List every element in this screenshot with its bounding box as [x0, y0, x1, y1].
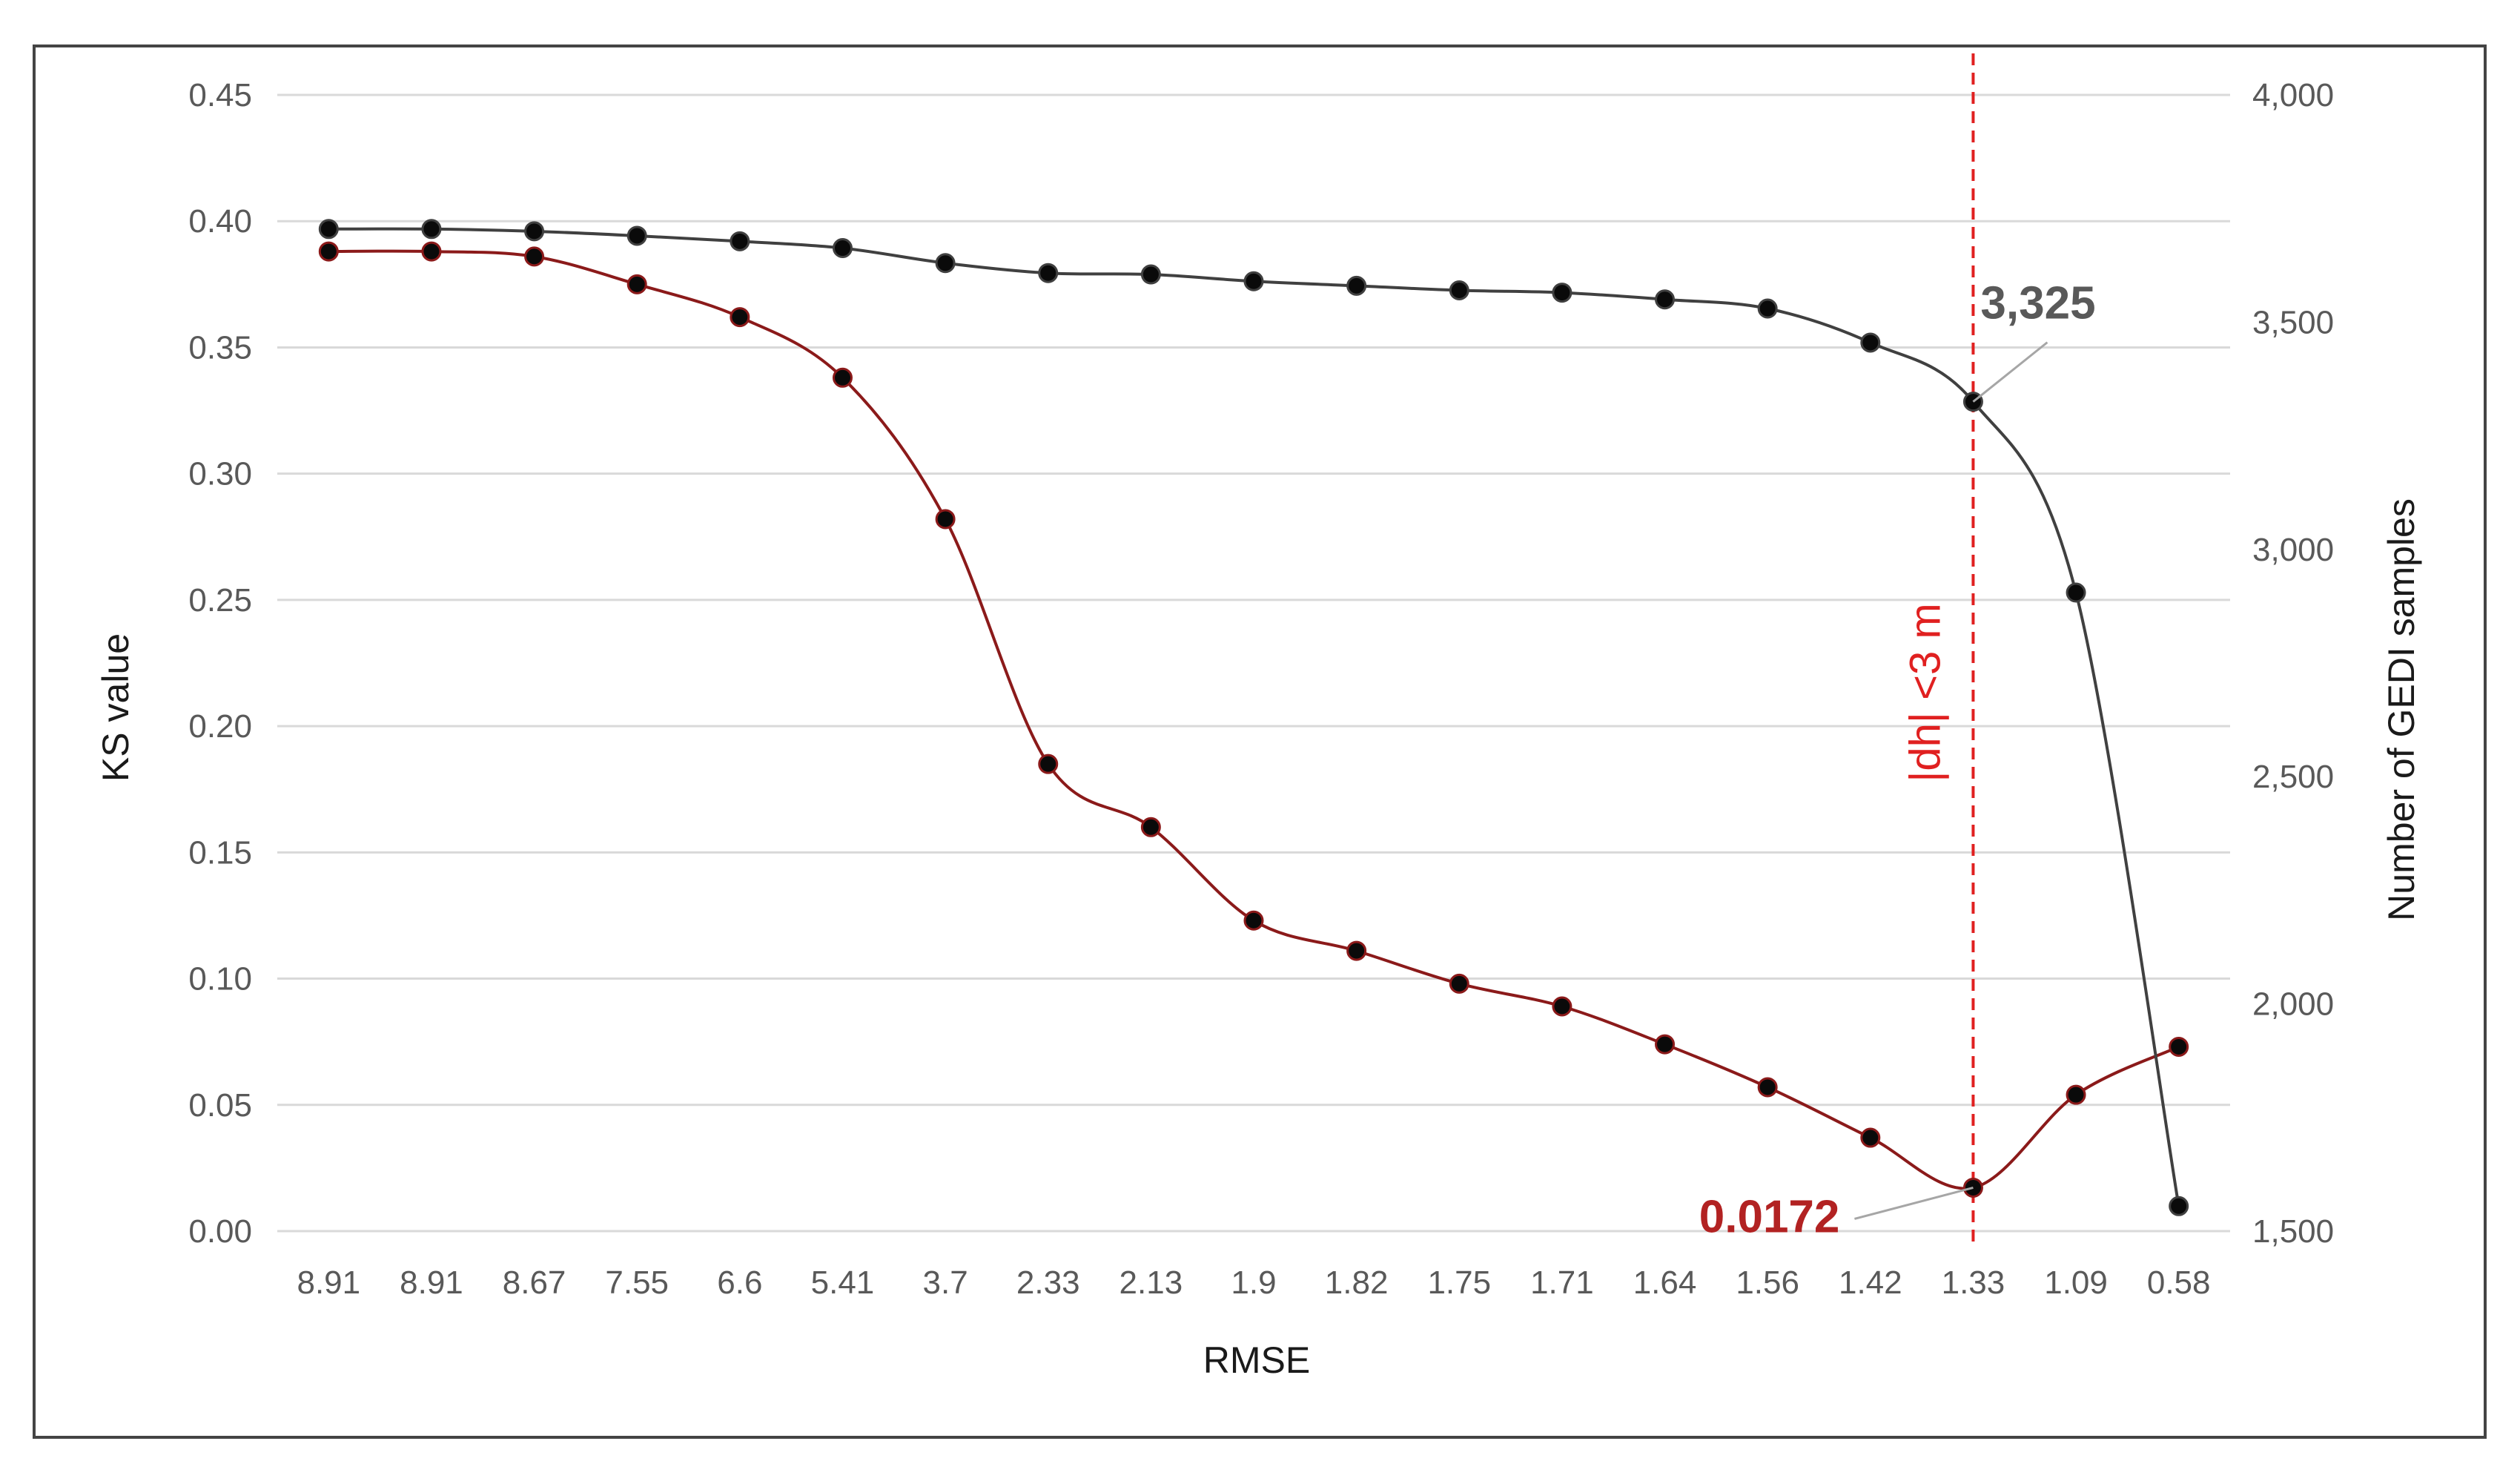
data-point-right — [1860, 332, 1881, 353]
data-point-left — [318, 241, 339, 262]
data-point-left — [1449, 973, 1469, 994]
data-point-right — [318, 219, 339, 240]
left-tick-label: 0.20 — [188, 708, 252, 745]
data-point-left — [832, 367, 853, 388]
reference-line-label: |dh| <3 m — [1901, 603, 1949, 782]
x-tick-label: 5.41 — [811, 1264, 875, 1301]
right-tick-label: 3,000 — [2252, 532, 2334, 568]
x-tick-label: 1.09 — [2044, 1264, 2108, 1301]
x-tick-label: 8.67 — [503, 1264, 566, 1301]
data-point-left — [524, 246, 545, 267]
x-axis-title: RMSE — [1203, 1339, 1310, 1381]
data-point-left — [1552, 996, 1572, 1017]
data-point-left — [1655, 1034, 1676, 1055]
data-point-left — [1038, 754, 1059, 774]
left-tick-label: 0.40 — [188, 203, 252, 240]
x-tick-label: 6.6 — [717, 1264, 762, 1301]
right-tick-label: 4,000 — [2252, 77, 2334, 113]
left-axis-title: KS value — [95, 633, 136, 782]
left-tick-label: 0.10 — [188, 961, 252, 998]
data-point-right — [730, 231, 750, 251]
data-point-right — [626, 225, 647, 246]
right-axis-title: Number of GEDI samples — [2381, 498, 2422, 921]
right-tick-label: 3,500 — [2252, 304, 2334, 340]
data-point-right — [2169, 1196, 2189, 1216]
reference-line-group: |dh| <3 m — [1901, 53, 1975, 1246]
x-tick-label: 7.55 — [605, 1264, 669, 1301]
annotation-label: 0.0172 — [1699, 1191, 1840, 1242]
left-tick-label: 0.00 — [188, 1213, 252, 1250]
left-tick-label: 0.30 — [188, 456, 252, 492]
x-tick-label: 1.9 — [1231, 1264, 1276, 1301]
data-point-left — [2169, 1036, 2189, 1057]
left-axis-ticks: 0.00 0.05 0.10 0.15 0.20 0.25 0.30 0.35 0.40 0.45 — [188, 77, 252, 1250]
x-tick-label: 2.33 — [1016, 1264, 1080, 1301]
right-tick-label: 2,000 — [2252, 986, 2334, 1023]
x-tick-label: 0.58 — [2147, 1264, 2211, 1301]
left-tick-label: 0.15 — [188, 834, 252, 871]
series-group — [318, 219, 2189, 1216]
x-tick-label: 1.82 — [1325, 1264, 1389, 1301]
chart-frame: 0.00 0.05 0.10 0.15 0.20 0.25 0.30 0.35 0.40 0.45… — [33, 44, 2487, 1439]
data-point-right — [1552, 283, 1572, 303]
data-point-right — [421, 219, 442, 240]
data-point-left — [626, 274, 647, 294]
data-point-left — [730, 307, 750, 328]
x-tick-label: 3.7 — [923, 1264, 968, 1301]
x-tick-label: 1.75 — [1427, 1264, 1491, 1301]
data-point-left — [1346, 940, 1367, 961]
annotation-leader — [1854, 1186, 1974, 1220]
data-point-right — [1140, 264, 1161, 285]
x-tick-label: 1.56 — [1736, 1264, 1799, 1301]
data-point-right — [2066, 582, 2086, 603]
data-point-right — [1655, 289, 1676, 310]
data-point-left — [1860, 1127, 1881, 1148]
gridlines — [277, 93, 2230, 1233]
data-point-left — [1140, 817, 1161, 837]
right-tick-label: 1,500 — [2252, 1213, 2334, 1250]
x-tick-label: 2.13 — [1120, 1264, 1183, 1301]
x-tick-label: 1.42 — [1839, 1264, 1902, 1301]
ks-gedi-line-chart: 0.00 0.05 0.10 0.15 0.20 0.25 0.30 0.35 0.40 0.45… — [95, 53, 2422, 1381]
data-point-right — [1243, 271, 1264, 291]
x-tick-label: 1.33 — [1942, 1264, 2005, 1301]
data-point-right — [1038, 263, 1059, 283]
x-tick-label: 1.64 — [1633, 1264, 1697, 1301]
data-point-right — [832, 238, 853, 259]
right-axis-ticks: 1,500 2,000 2,500 3,000 3,500 4,000 — [2252, 77, 2334, 1250]
data-point-right — [1449, 280, 1469, 301]
annotation-label: 3,325 — [1980, 278, 2095, 329]
data-point-left — [421, 241, 442, 262]
data-point-left — [1757, 1077, 1778, 1098]
left-tick-label: 0.25 — [188, 582, 252, 619]
x-axis-ticks: 8.91 8.91 8.67 7.55 6.6 5.41 3.7 2.33 2.13 1.9 1.8… — [297, 1264, 2210, 1301]
right-tick-label: 2,500 — [2252, 759, 2334, 795]
x-tick-label: 8.91 — [400, 1264, 463, 1301]
annotation-leader — [1972, 341, 2048, 403]
x-tick-label: 1.71 — [1530, 1264, 1594, 1301]
left-tick-label: 0.45 — [188, 77, 252, 113]
data-point-right — [935, 253, 956, 274]
left-tick-label: 0.35 — [188, 329, 252, 366]
x-tick-label: 8.91 — [297, 1264, 360, 1301]
data-point-right — [524, 221, 545, 242]
data-point-right — [1346, 275, 1367, 296]
left-tick-label: 0.05 — [188, 1087, 252, 1124]
data-point-right — [1757, 298, 1778, 319]
annotations-group: 3,325 0.0172 — [1699, 278, 2096, 1243]
data-point-left — [1243, 910, 1264, 931]
data-point-left — [935, 509, 956, 530]
data-point-left — [2066, 1084, 2086, 1105]
